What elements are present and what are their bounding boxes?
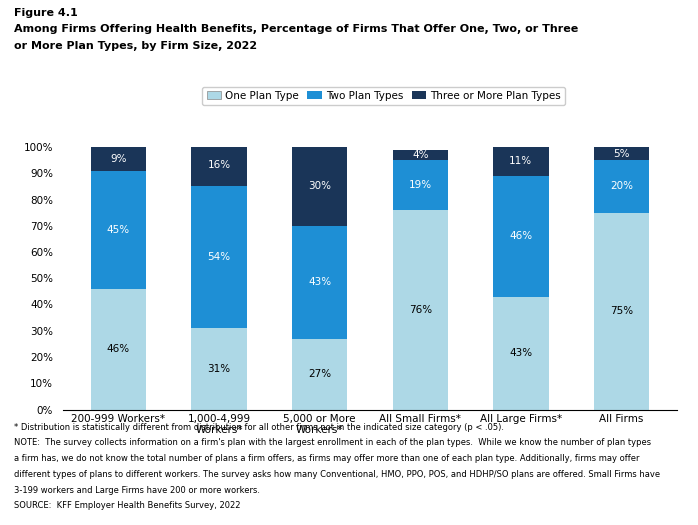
Bar	[191, 186, 246, 328]
Text: 76%: 76%	[409, 304, 432, 315]
Bar	[392, 160, 448, 210]
Legend: One Plan Type, Two Plan Types, Three or More Plan Types: One Plan Type, Two Plan Types, Three or …	[202, 87, 565, 105]
Bar	[292, 339, 348, 410]
Text: Figure 4.1: Figure 4.1	[14, 8, 77, 18]
Bar	[392, 150, 448, 160]
Text: NOTE:  The survey collects information on a firm's plan with the largest enrollm: NOTE: The survey collects information on…	[14, 438, 651, 447]
Text: 9%: 9%	[110, 154, 126, 164]
Text: 45%: 45%	[107, 225, 130, 235]
Text: 43%: 43%	[510, 348, 533, 358]
Text: 11%: 11%	[510, 156, 533, 166]
Text: 75%: 75%	[610, 306, 633, 316]
Bar	[594, 147, 649, 160]
Text: * Distribution is statistically different from distribution for all other firms : * Distribution is statistically differen…	[14, 423, 504, 432]
Text: 19%: 19%	[409, 180, 432, 190]
Bar	[493, 147, 549, 176]
Bar	[91, 147, 146, 171]
Text: 5%: 5%	[614, 149, 630, 159]
Bar	[292, 226, 348, 339]
Bar	[493, 176, 549, 297]
Bar	[392, 210, 448, 410]
Text: SOURCE:  KFF Employer Health Benefits Survey, 2022: SOURCE: KFF Employer Health Benefits Sur…	[14, 501, 240, 510]
Text: 46%: 46%	[107, 344, 130, 354]
Text: a firm has, we do not know the total number of plans a firm offers, as firms may: a firm has, we do not know the total num…	[14, 454, 639, 463]
Text: 54%: 54%	[207, 252, 230, 262]
Bar	[91, 289, 146, 410]
Text: 43%: 43%	[308, 277, 331, 287]
Bar	[594, 160, 649, 213]
Bar	[91, 171, 146, 289]
Text: 3-199 workers and Large Firms have 200 or more workers.: 3-199 workers and Large Firms have 200 o…	[14, 486, 260, 495]
Text: 30%: 30%	[308, 181, 331, 192]
Bar	[493, 297, 549, 410]
Bar	[292, 147, 348, 226]
Text: 46%: 46%	[510, 231, 533, 242]
Text: or More Plan Types, by Firm Size, 2022: or More Plan Types, by Firm Size, 2022	[14, 41, 257, 51]
Text: Among Firms Offering Health Benefits, Percentage of Firms That Offer One, Two, o: Among Firms Offering Health Benefits, Pe…	[14, 24, 578, 34]
Text: 4%: 4%	[412, 150, 429, 160]
Text: 20%: 20%	[610, 181, 633, 192]
Text: 16%: 16%	[207, 160, 230, 171]
Text: 27%: 27%	[308, 369, 331, 379]
Bar	[594, 213, 649, 410]
Text: different types of plans to different workers. The survey asks how many Conventi: different types of plans to different wo…	[14, 470, 660, 479]
Bar	[191, 144, 246, 186]
Text: 31%: 31%	[207, 364, 230, 374]
Bar	[191, 328, 246, 410]
